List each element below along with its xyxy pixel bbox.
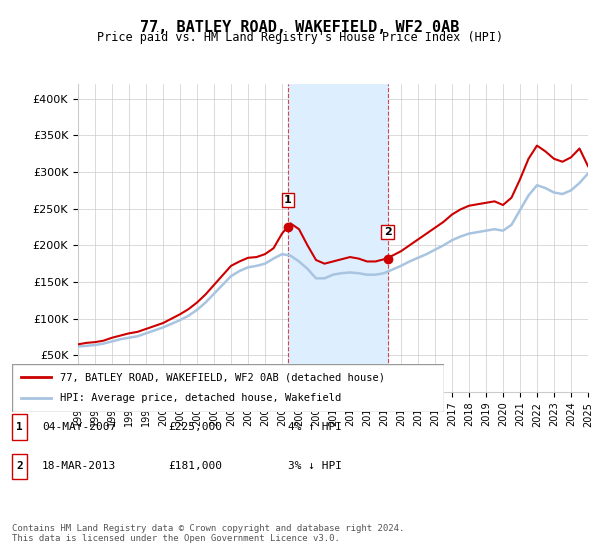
Text: 1: 1 xyxy=(16,422,23,432)
Text: 18-MAR-2013: 18-MAR-2013 xyxy=(42,461,116,472)
Text: £225,000: £225,000 xyxy=(168,422,222,432)
Text: 77, BATLEY ROAD, WAKEFIELD, WF2 0AB (detached house): 77, BATLEY ROAD, WAKEFIELD, WF2 0AB (det… xyxy=(59,372,385,382)
Text: £181,000: £181,000 xyxy=(168,461,222,472)
Text: 4% ↑ HPI: 4% ↑ HPI xyxy=(288,422,342,432)
Text: HPI: Average price, detached house, Wakefield: HPI: Average price, detached house, Wake… xyxy=(59,393,341,403)
Text: 3% ↓ HPI: 3% ↓ HPI xyxy=(288,461,342,472)
Text: 2: 2 xyxy=(383,227,391,237)
Text: Contains HM Land Registry data © Crown copyright and database right 2024.
This d: Contains HM Land Registry data © Crown c… xyxy=(12,524,404,543)
Text: Price paid vs. HM Land Registry's House Price Index (HPI): Price paid vs. HM Land Registry's House … xyxy=(97,31,503,44)
FancyBboxPatch shape xyxy=(12,364,444,412)
Text: 77, BATLEY ROAD, WAKEFIELD, WF2 0AB: 77, BATLEY ROAD, WAKEFIELD, WF2 0AB xyxy=(140,20,460,35)
Text: 04-MAY-2007: 04-MAY-2007 xyxy=(42,422,116,432)
Text: 2: 2 xyxy=(16,461,23,472)
Bar xyxy=(287,84,388,392)
Text: 1: 1 xyxy=(284,195,292,205)
